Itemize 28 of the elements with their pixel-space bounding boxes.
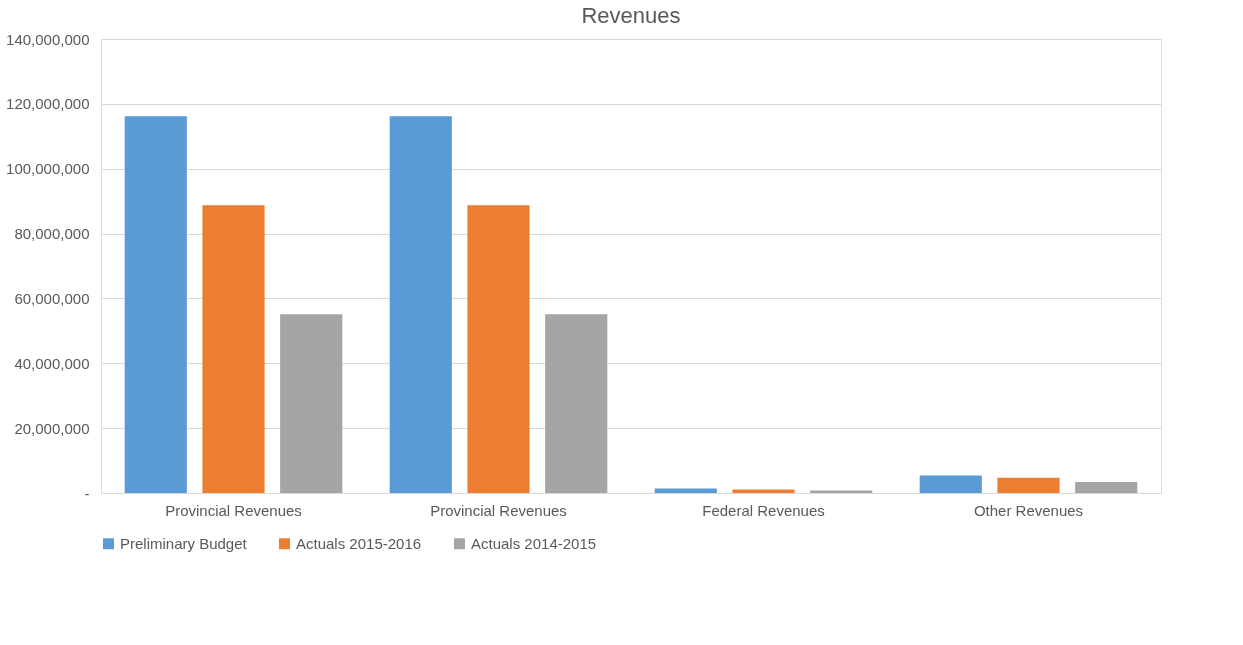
- bar: [124, 116, 187, 493]
- x-tick-label: Federal Revenues: [702, 501, 825, 519]
- bar: [202, 205, 265, 493]
- bar: [545, 314, 608, 493]
- legend-label: Actuals 2015-2016: [296, 534, 422, 552]
- y-tick-label: 80,000,000: [14, 225, 90, 243]
- bar: [654, 488, 717, 493]
- bar: [810, 490, 873, 493]
- legend-label: Actuals 2014-2015: [471, 534, 597, 552]
- bar: [1075, 481, 1138, 493]
- y-tick-label: 100,000,000: [6, 160, 90, 178]
- bar: [389, 116, 452, 493]
- y-tick-label: -: [84, 484, 90, 502]
- x-tick-label: Provincial Revenues: [165, 501, 302, 519]
- y-tick-label: 120,000,000: [6, 95, 90, 113]
- bar: [280, 314, 343, 493]
- legend-label: Preliminary Budget: [120, 534, 248, 552]
- bar: [732, 489, 795, 493]
- y-tick-label: 40,000,000: [14, 354, 90, 372]
- y-tick-label: 20,000,000: [14, 419, 90, 437]
- y-tick-label: 140,000,000: [6, 30, 90, 48]
- chart-title: Revenues: [581, 3, 681, 28]
- y-tick-label: 60,000,000: [14, 289, 90, 307]
- bar: [997, 477, 1060, 493]
- x-tick-label: Other Revenues: [973, 501, 1084, 519]
- x-tick-label: Provincial Revenues: [430, 501, 567, 519]
- bar: [467, 205, 530, 493]
- bar: [919, 475, 982, 493]
